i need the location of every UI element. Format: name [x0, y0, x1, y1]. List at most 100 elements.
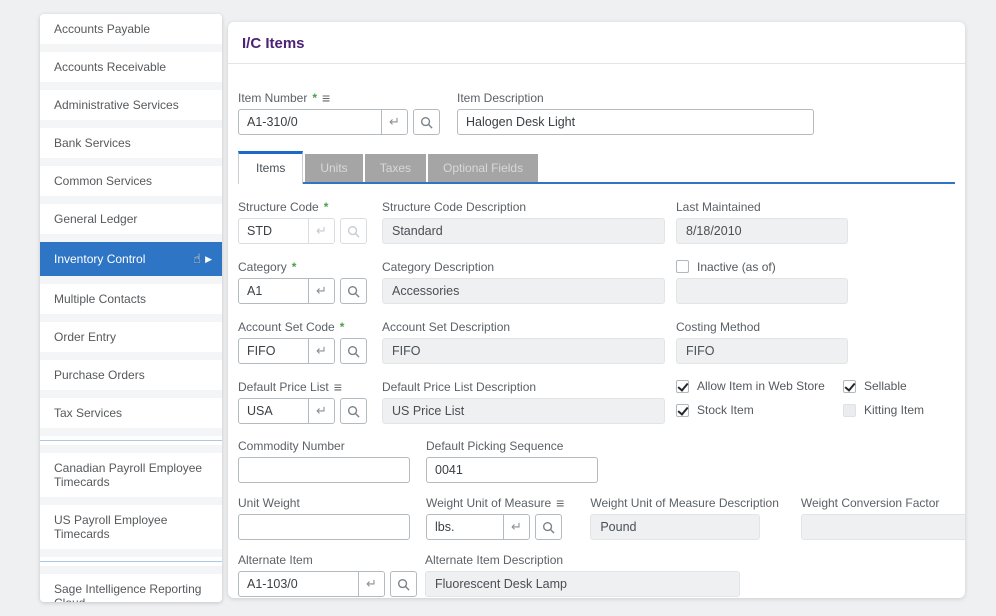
default-price-list-description-field: US Price List	[382, 398, 665, 424]
enter-icon[interactable]: ↵	[503, 515, 529, 539]
sidebar-item-us-payroll-employee-timecards[interactable]: US Payroll Employee Timecards	[40, 505, 222, 549]
weight-unit-of-measure-input[interactable]	[427, 515, 503, 539]
inactive-label: Inactive (as of)	[697, 259, 776, 274]
label-text: Weight Conversion Factor	[800, 495, 940, 510]
label-text: Structure Code	[238, 199, 319, 214]
sellable-label: Sellable	[864, 379, 907, 393]
sidebar-item-label: Purchase Orders	[54, 368, 145, 382]
item-number-label: Item Number * ≡	[238, 90, 440, 105]
tab-optional-fields[interactable]: Optional Fields	[428, 154, 539, 182]
allow-item-web-store-label: Allow Item in Web Store	[697, 379, 825, 393]
structure-code-description-field: Standard	[382, 218, 665, 244]
allow-item-web-store-checkbox[interactable]: Allow Item in Web Store	[676, 379, 843, 393]
sidebar-item-purchase-orders[interactable]: Purchase Orders	[40, 360, 222, 390]
label-text: Category Description	[382, 259, 495, 274]
sellable-checkbox[interactable]: Sellable	[843, 379, 941, 393]
required-asterisk: *	[312, 90, 318, 105]
category-finder-button[interactable]	[340, 278, 367, 304]
weight-unit-of-measure-label: Weight Unit of Measure ≡	[426, 495, 564, 510]
sidebar-item-accounts-payable[interactable]: Accounts Payable	[40, 14, 222, 44]
account-set-code-finder-button[interactable]	[340, 338, 367, 364]
checkbox-icon	[843, 403, 856, 417]
default-price-list-label: Default Price List ≡	[238, 379, 369, 394]
item-number-input[interactable]	[239, 110, 381, 134]
item-number-finder-button[interactable]	[413, 109, 440, 135]
page-title: I/C Items	[242, 35, 305, 52]
sidebar-item-label: Sage Intelligence Reporting Cloud	[54, 582, 202, 602]
sidebar-item-general-ledger[interactable]: General Ledger	[40, 204, 222, 234]
tab-items[interactable]: Items	[238, 151, 304, 184]
sidebar-item-order-entry[interactable]: Order Entry	[40, 322, 222, 352]
enter-icon[interactable]: ↵	[381, 110, 407, 134]
label-text: Costing Method	[676, 319, 761, 334]
label-text: Account Set Code	[238, 319, 335, 334]
sidebar-item-tax-services[interactable]: Tax Services	[40, 398, 222, 428]
alternate-item-input[interactable]	[239, 572, 358, 596]
sidebar-divider	[40, 557, 222, 566]
structure-code-description-label: Structure Code Description	[382, 199, 665, 214]
structure-code-input[interactable]	[239, 219, 308, 243]
sidebar-item-label: Common Services	[54, 174, 153, 188]
enter-icon[interactable]: ↵	[308, 339, 334, 363]
kitting-item-label: Kitting Item	[864, 403, 925, 417]
structure-code-label: Structure Code *	[238, 199, 369, 214]
structure-code-finder-button[interactable]	[340, 218, 367, 244]
checkbox-icon	[676, 260, 689, 273]
sidebar-item-administrative-services[interactable]: Administrative Services	[40, 90, 222, 120]
last-maintained-label: Last Maintained	[676, 199, 941, 214]
required-asterisk: *	[291, 259, 297, 274]
unit-weight-label: Unit Weight	[238, 495, 410, 510]
sidebar-item-common-services[interactable]: Common Services	[40, 166, 222, 196]
field-menu-icon[interactable]: ≡	[556, 494, 565, 511]
label-text: Default Price List Description	[382, 379, 537, 394]
required-asterisk: *	[339, 319, 345, 334]
inactive-checkbox[interactable]: Inactive (as of)	[676, 259, 941, 274]
category-input[interactable]	[239, 279, 308, 303]
item-description-label: Item Description	[457, 90, 814, 105]
sidebar-item-multiple-contacts[interactable]: Multiple Contacts	[40, 284, 222, 314]
item-description-input[interactable]	[457, 109, 814, 135]
weight-uom-description-label: Weight Unit of Measure Description	[590, 495, 779, 510]
enter-icon[interactable]: ↵	[308, 399, 334, 423]
ic-items-window: I/C Items Item Number * ≡ ↵	[228, 22, 965, 598]
category-description-field: Accessories	[382, 278, 665, 304]
category-label: Category *	[238, 259, 369, 274]
default-price-list-input[interactable]	[239, 399, 308, 423]
search-icon	[347, 225, 360, 238]
sidebar-item-sage-intelligence-reporting-cloud[interactable]: Sage Intelligence Reporting Cloud	[40, 574, 222, 602]
sidebar-item-label: Inventory Control	[54, 252, 146, 266]
unit-weight-input[interactable]	[238, 514, 410, 540]
label-text: Commodity Number	[238, 438, 345, 453]
search-icon	[542, 521, 555, 534]
account-set-code-label: Account Set Code *	[238, 319, 369, 334]
alternate-item-finder-button[interactable]	[390, 571, 417, 597]
field-menu-icon[interactable]: ≡	[333, 378, 342, 395]
account-set-code-input[interactable]	[239, 339, 308, 363]
checkbox-icon	[843, 379, 856, 393]
enter-icon[interactable]: ↵	[308, 279, 334, 303]
alternate-item-description-label: Alternate Item Description	[425, 552, 740, 567]
kitting-item-checkbox: Kitting Item	[843, 403, 941, 417]
tab-bar: Items Units Taxes Optional Fields	[238, 151, 955, 184]
search-icon	[420, 116, 433, 129]
enter-icon[interactable]: ↵	[308, 219, 334, 243]
tab-units[interactable]: Units	[305, 154, 363, 182]
sidebar-item-label: Tax Services	[54, 406, 123, 420]
submenu-arrow-icon: ▶	[205, 254, 212, 264]
stock-item-checkbox[interactable]: Stock Item	[676, 403, 843, 417]
search-icon	[347, 345, 360, 358]
default-price-list-finder-button[interactable]	[340, 398, 367, 424]
sidebar-item-inventory-control[interactable]: Inventory Control ☝ ▶	[40, 242, 222, 276]
sidebar-item-bank-services[interactable]: Bank Services	[40, 128, 222, 158]
default-picking-sequence-input[interactable]	[426, 457, 598, 483]
sidebar-item-label: US Payroll Employee Timecards	[54, 513, 168, 541]
label-text: Account Set Description	[382, 319, 511, 334]
label-text: Category	[238, 259, 287, 274]
weight-unit-of-measure-finder-button[interactable]	[535, 514, 562, 540]
sidebar-item-accounts-receivable[interactable]: Accounts Receivable	[40, 52, 222, 82]
field-menu-icon[interactable]: ≡	[322, 89, 331, 106]
sidebar-item-canadian-payroll-employee-timecards[interactable]: Canadian Payroll Employee Timecards	[40, 453, 222, 497]
enter-icon[interactable]: ↵	[358, 572, 384, 596]
commodity-number-input[interactable]	[238, 457, 410, 483]
tab-taxes[interactable]: Taxes	[364, 154, 427, 182]
